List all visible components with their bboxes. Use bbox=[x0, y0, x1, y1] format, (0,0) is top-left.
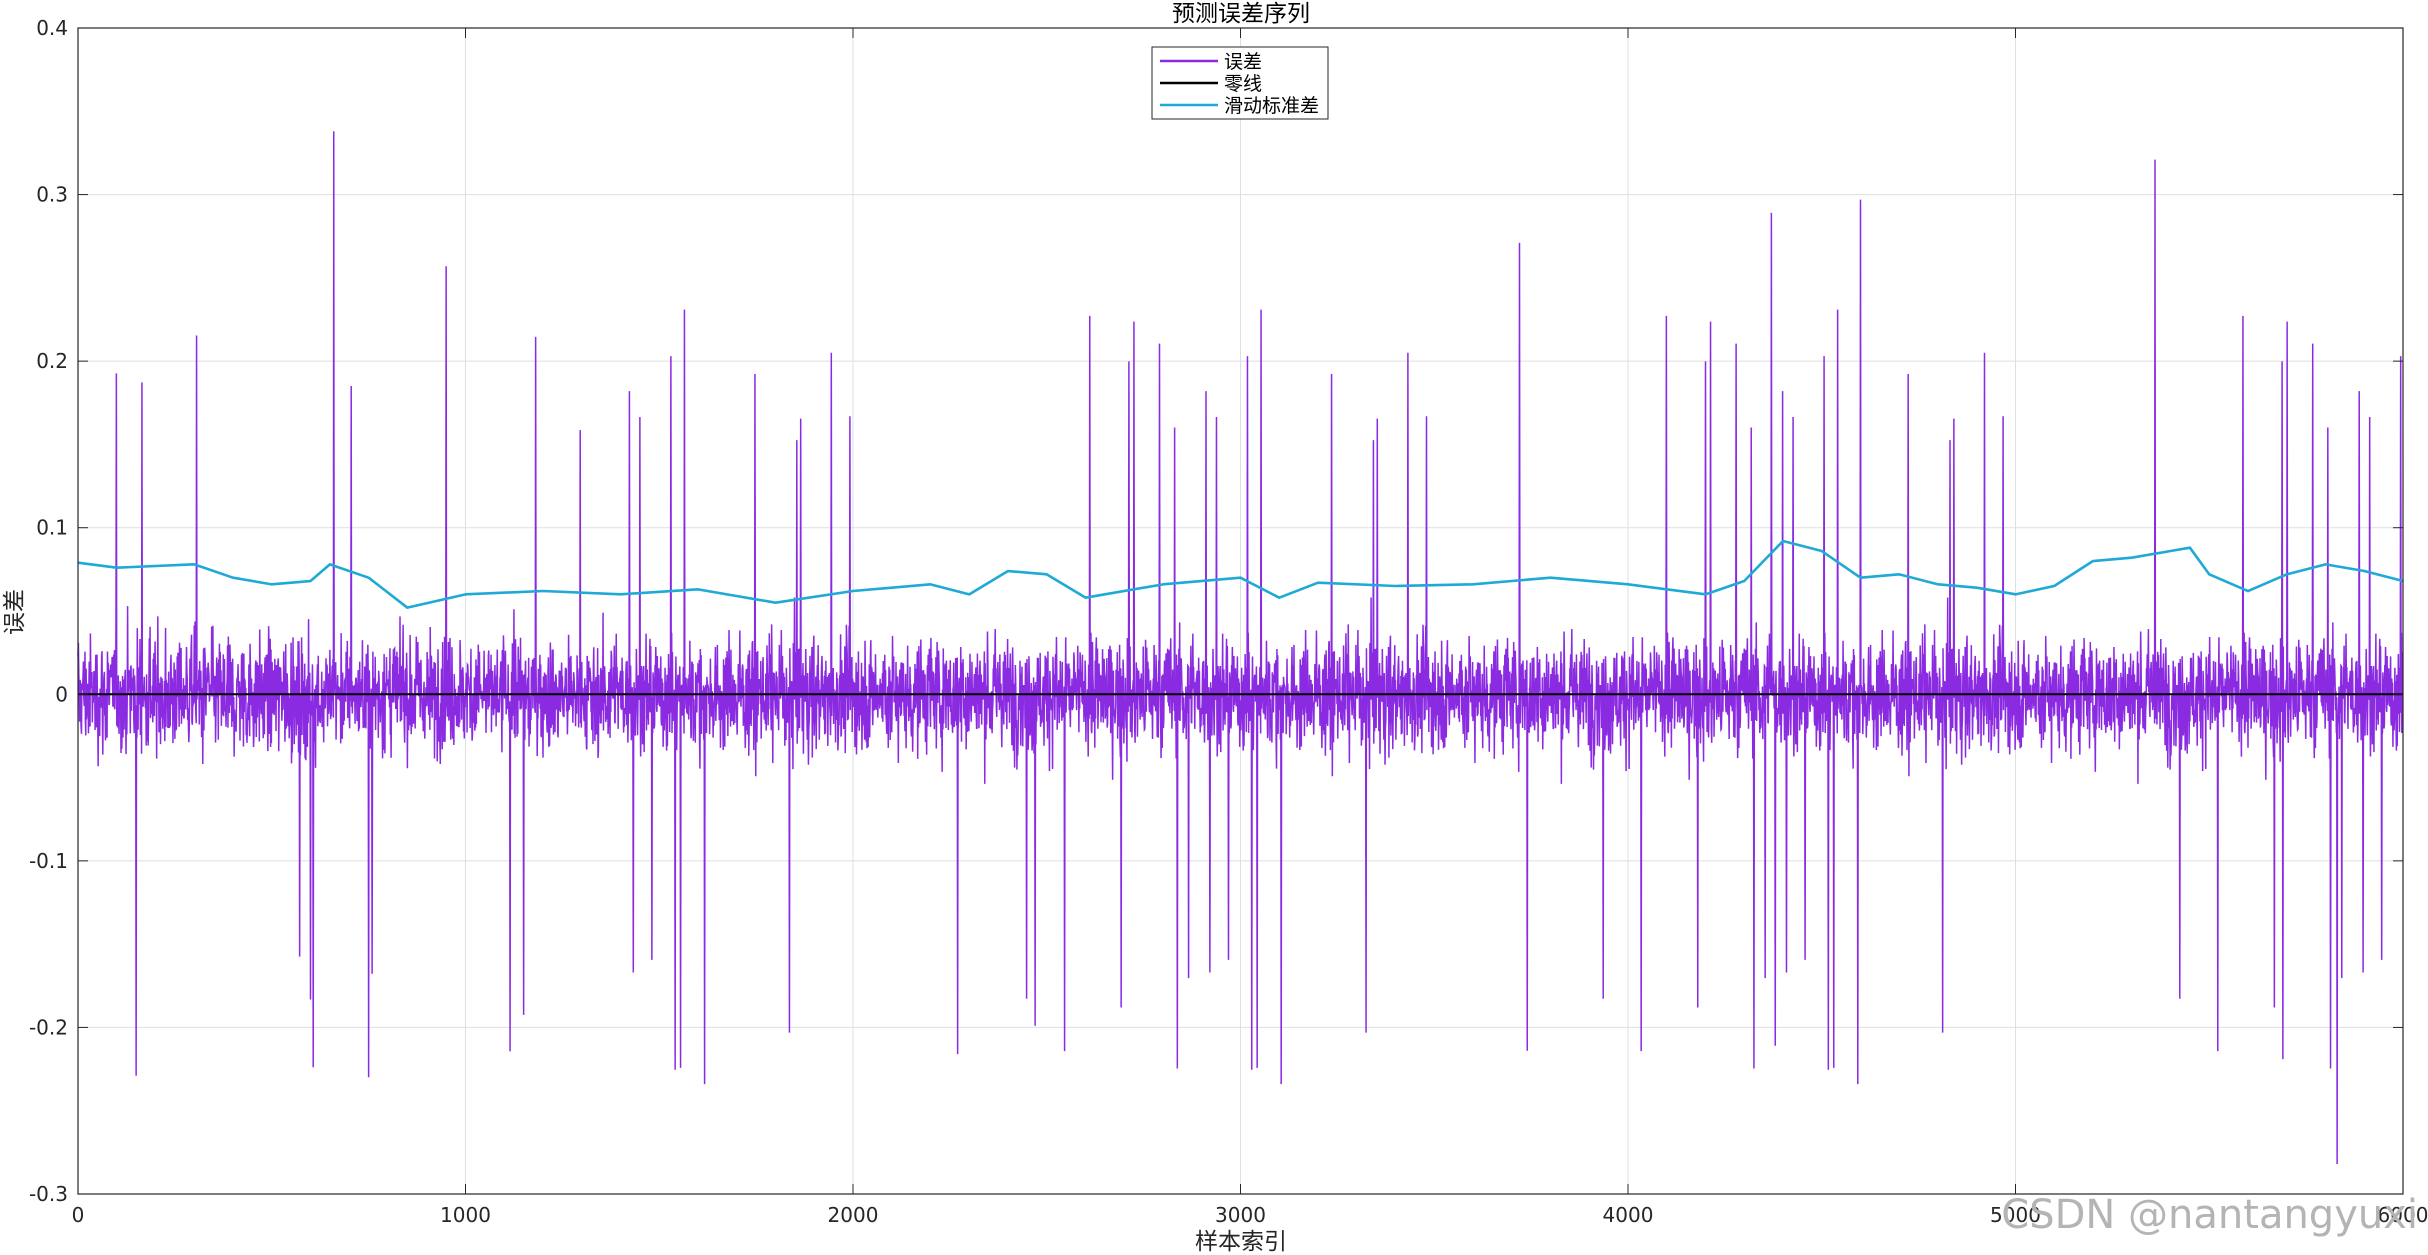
ticks: 0 1000 2000 3000 4000 5000 6000 -0.3 -0.2 -0.1 0 0.… bbox=[29, 16, 2428, 1227]
x-tick-label: 2000 bbox=[828, 1203, 879, 1227]
x-tick-label: 6000 bbox=[2378, 1203, 2428, 1227]
x-axis-title: 样本索引 bbox=[1195, 1229, 1287, 1255]
x-tick-label: 1000 bbox=[440, 1203, 491, 1227]
y-tick-label: -0.2 bbox=[29, 1015, 68, 1039]
legend-label: 零线 bbox=[1224, 73, 1262, 95]
y-tick-label: -0.1 bbox=[29, 849, 68, 873]
y-tick-label: 0.3 bbox=[36, 183, 68, 207]
legend-label: 滑动标准差 bbox=[1224, 95, 1319, 117]
y-tick-label: 0.1 bbox=[36, 516, 68, 540]
series-line-error bbox=[77, 131, 2404, 1165]
y-tick-label: 0.2 bbox=[36, 349, 68, 373]
chart-title: 预测误差序列 bbox=[1172, 1, 1310, 27]
y-tick-label: 0.4 bbox=[36, 16, 68, 40]
series-line-rolling-std bbox=[77, 539, 2404, 609]
x-tick-label: 5000 bbox=[1990, 1203, 2041, 1227]
y-axis-title: 误差 bbox=[2, 589, 28, 635]
x-tick-label: 3000 bbox=[1215, 1203, 1266, 1227]
y-tick-label: -0.3 bbox=[29, 1182, 68, 1206]
x-tick-label: 4000 bbox=[1603, 1203, 1654, 1227]
x-tick-label: 0 bbox=[72, 1203, 85, 1227]
legend-label: 误差 bbox=[1224, 51, 1262, 73]
series-layer bbox=[77, 131, 2404, 1165]
watermark: CSDN @nantangyuxi bbox=[2001, 1192, 2418, 1238]
y-tick-label: 0 bbox=[55, 682, 68, 706]
